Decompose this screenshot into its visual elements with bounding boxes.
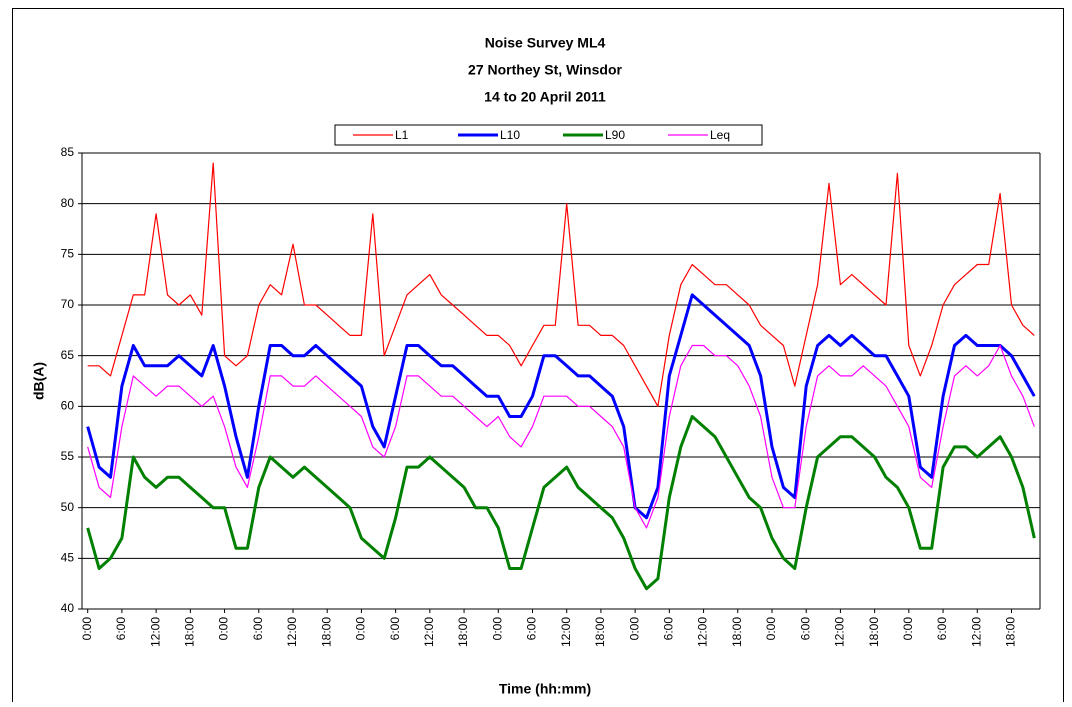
x-tick-label: 12:00 <box>696 617 710 647</box>
legend-label: L90 <box>605 128 625 142</box>
x-tick-label: 6:00 <box>388 617 402 641</box>
x-tick-label: 6:00 <box>114 617 128 641</box>
x-tick-label: 12:00 <box>285 617 299 647</box>
legend-label: L10 <box>500 128 520 142</box>
legend-box <box>334 124 763 146</box>
x-tick-label: 12:00 <box>969 617 983 647</box>
x-tick-label: 18:00 <box>1004 617 1018 647</box>
x-tick-label: 0:00 <box>764 617 778 641</box>
series-line <box>87 344 1035 529</box>
x-tick-label: 6:00 <box>798 617 812 641</box>
series-line <box>86 293 1036 520</box>
y-tick-label: 45 <box>61 551 75 565</box>
x-tick-label: 0:00 <box>217 617 231 641</box>
y-tick-label: 40 <box>61 601 75 615</box>
x-axis-label: Time (hh:mm) <box>499 681 591 697</box>
y-tick-label: 50 <box>61 500 75 514</box>
x-tick-label: 0:00 <box>80 617 94 641</box>
x-tick-label: 18:00 <box>319 617 333 647</box>
chart-title: Noise Survey ML4 <box>485 35 606 51</box>
x-tick-label: 12:00 <box>148 617 162 647</box>
x-tick-label: 12:00 <box>833 617 847 647</box>
legend-label: L1 <box>395 128 409 142</box>
y-tick-label: 75 <box>61 247 75 261</box>
x-tick-label: 12:00 <box>422 617 436 647</box>
chart-subtitle: 14 to 20 April 2011 <box>484 89 606 105</box>
x-tick-label: 6:00 <box>662 617 676 641</box>
x-tick-label: 0:00 <box>354 617 368 641</box>
y-tick-label: 70 <box>61 297 75 311</box>
plot-area <box>82 153 1040 609</box>
y-tick-label: 55 <box>61 449 75 463</box>
x-tick-label: 18:00 <box>867 617 881 647</box>
series-line <box>87 162 1035 407</box>
x-tick-label: 12:00 <box>559 617 573 647</box>
y-tick-label: 85 <box>61 145 75 159</box>
x-tick-label: 6:00 <box>251 617 265 641</box>
y-tick-label: 60 <box>61 399 75 413</box>
x-tick-label: 18:00 <box>730 617 744 647</box>
series-line <box>86 415 1036 591</box>
x-tick-label: 0:00 <box>627 617 641 641</box>
x-tick-label: 0:00 <box>901 617 915 641</box>
x-tick-label: 18:00 <box>593 617 607 647</box>
x-tick-label: 18:00 <box>456 617 470 647</box>
chart-subtitle: 27 Northey St, Winsdor <box>468 62 622 78</box>
legend-label: Leq <box>710 128 730 142</box>
y-tick-label: 65 <box>61 348 75 362</box>
x-tick-label: 18:00 <box>183 617 197 647</box>
y-tick-label: 80 <box>61 196 75 210</box>
y-axis-label: dB(A) <box>31 362 47 400</box>
x-tick-label: 6:00 <box>935 617 949 641</box>
x-tick-label: 6:00 <box>525 617 539 641</box>
x-tick-label: 0:00 <box>490 617 504 641</box>
